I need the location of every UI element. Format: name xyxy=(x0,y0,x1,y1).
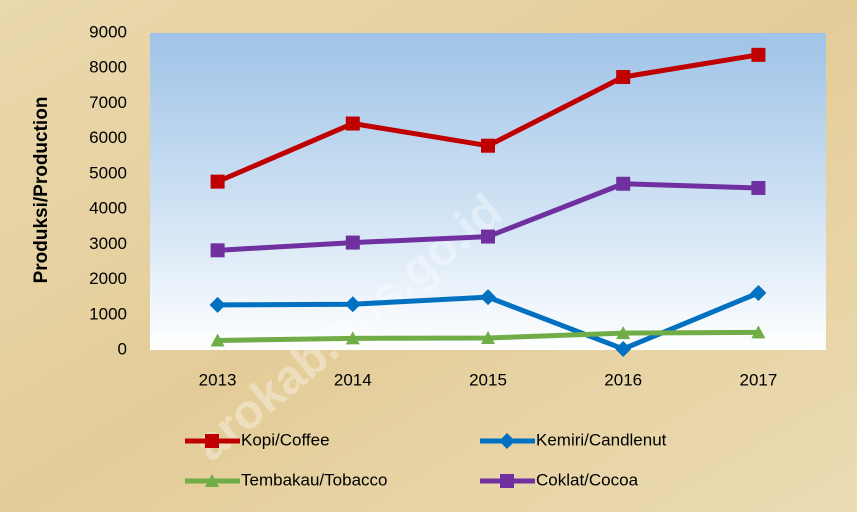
marker xyxy=(481,331,495,345)
marker xyxy=(345,116,360,131)
marker xyxy=(210,243,225,258)
marker xyxy=(616,326,631,340)
marker xyxy=(481,138,495,153)
y-tick-label: 2000 xyxy=(89,269,127,288)
marker xyxy=(616,176,631,191)
marker xyxy=(210,333,225,347)
legend-marker xyxy=(205,474,219,487)
marker xyxy=(210,174,225,189)
marker xyxy=(750,284,767,301)
legend-marker xyxy=(499,433,515,449)
x-tick-label: 2017 xyxy=(739,370,777,389)
y-tick-label: 7000 xyxy=(89,93,127,112)
y-tick-label: 5000 xyxy=(89,163,127,182)
x-tick-label: 2015 xyxy=(469,370,507,389)
y-tick-label: 4000 xyxy=(89,199,127,218)
y-tick-label: 8000 xyxy=(89,58,127,77)
marker xyxy=(209,296,226,313)
marker xyxy=(480,289,496,306)
marker xyxy=(751,180,766,195)
marker xyxy=(751,325,766,339)
y-tick-label: 1000 xyxy=(89,304,127,323)
marker xyxy=(481,229,495,244)
marker xyxy=(344,296,361,313)
legend-label: Kemiri/Candlenut xyxy=(536,430,667,449)
marker xyxy=(615,340,632,357)
x-tick-label: 2016 xyxy=(604,370,642,389)
y-tick-label: 0 xyxy=(118,339,127,358)
legend-label: Kopi/Coffee xyxy=(241,430,330,449)
marker xyxy=(345,235,360,250)
marker xyxy=(616,70,631,85)
legend-label: Tembakau/Tobacco xyxy=(241,470,387,489)
marker xyxy=(751,47,766,62)
y-tick-label: 9000 xyxy=(89,22,127,41)
x-tick-label: 2014 xyxy=(334,370,372,389)
legend-marker xyxy=(500,474,514,488)
y-tick-label: 3000 xyxy=(89,234,127,253)
legend-marker xyxy=(205,434,219,448)
y-axis-title: Produksi/Production xyxy=(31,97,52,284)
x-tick-label: 2013 xyxy=(199,370,237,389)
marker xyxy=(345,331,360,345)
y-tick-label: 6000 xyxy=(89,128,127,147)
legend-label: Coklat/Cocoa xyxy=(536,470,639,489)
